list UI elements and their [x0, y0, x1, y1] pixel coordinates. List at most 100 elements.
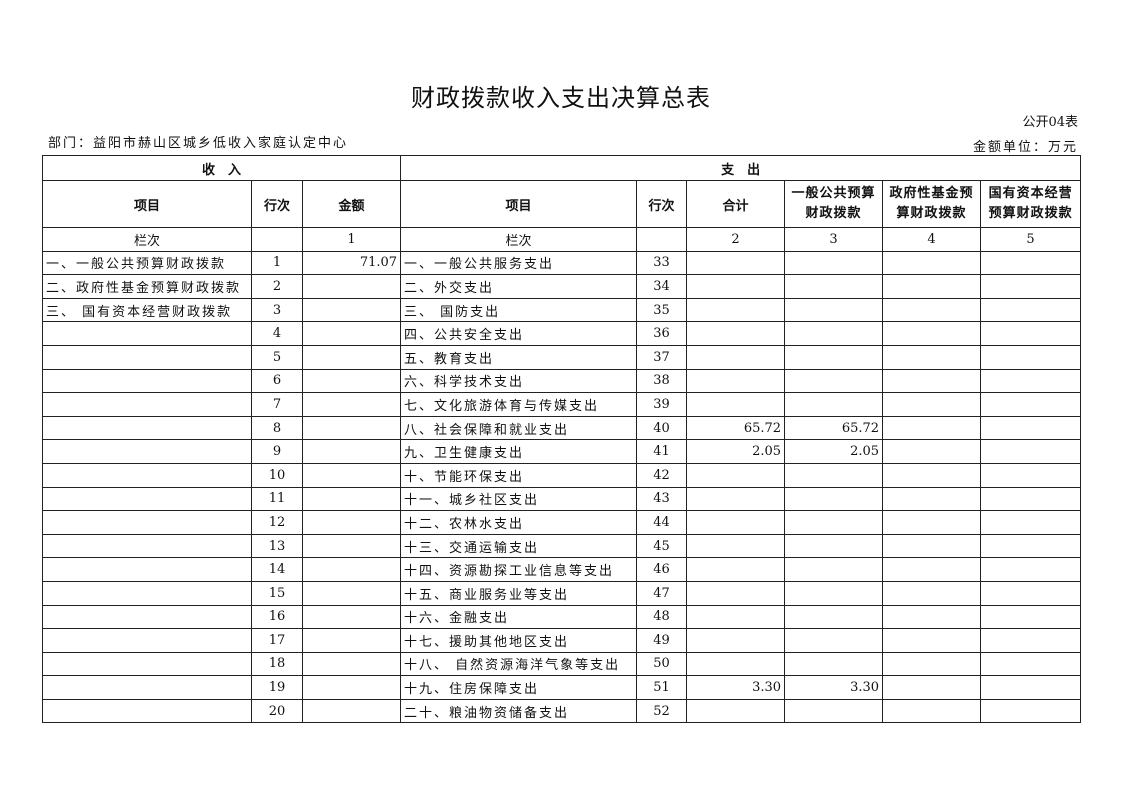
- income-line-cell: 12: [251, 510, 303, 535]
- table-row: 15 十五、商业服务业等支出 47: [42, 580, 1082, 606]
- expense-line-cell: 49: [636, 628, 688, 653]
- expense-line-header: 行次: [636, 180, 688, 228]
- gov-fund-amount-cell: [882, 486, 982, 512]
- page-title: 财政拨款收入支出决算总表: [411, 84, 711, 112]
- table-row: 6 六、科学技术支出 38: [42, 368, 1082, 394]
- income-amount-cell: [301, 439, 402, 464]
- income-line-cell: 20: [251, 698, 303, 724]
- general-budget-amount-cell: [784, 368, 884, 394]
- total-amount-cell: [686, 344, 786, 370]
- gov-fund-amount-cell: [882, 698, 982, 724]
- income-item-cell: 一、一般公共预算财政拨款: [42, 250, 252, 276]
- state-capital-amount-cell: [980, 297, 1082, 323]
- expense-line-cell: 50: [636, 651, 688, 677]
- income-amount-header: 金额: [301, 180, 402, 228]
- expense-line-cell: 35: [636, 297, 688, 323]
- income-item-cell: 二、政府性基金预算财政拨款: [42, 274, 252, 299]
- general-budget-amount-cell: [784, 651, 884, 677]
- general-budget-amount-cell: [784, 604, 884, 630]
- expense-line-cell: 51: [636, 675, 688, 700]
- unit-label: 金额单位：万元: [972, 140, 1078, 155]
- total-amount-cell: [686, 321, 786, 346]
- table-row: 12 十二、农林水支出 44: [42, 510, 1082, 535]
- income-amount-cell: [301, 698, 402, 724]
- income-amount-cell: [301, 510, 402, 535]
- income-item-cell: [42, 628, 252, 653]
- income-amount-cell: [301, 297, 402, 323]
- state-capital-amount-cell: [980, 604, 1082, 630]
- table-row: 13 十三、交通运输支出 45: [42, 533, 1082, 559]
- income-line-cell: 13: [251, 533, 303, 559]
- income-item-cell: [42, 486, 252, 512]
- expense-item-cell: 五、教育支出: [400, 344, 638, 370]
- state-capital-amount-cell: [980, 557, 1082, 582]
- expense-header: 支 出: [400, 155, 1082, 181]
- gov-fund-amount-cell: [882, 628, 982, 653]
- budget-table: 收 入 支 出 项目 行次 金额 项目 行次 合计 一般公共预算财政拨款 政府性…: [41, 155, 1082, 724]
- income-line-cell: 14: [251, 557, 303, 582]
- general-budget-amount-cell: [784, 533, 884, 559]
- expense-line-cell: 43: [636, 486, 688, 512]
- state-capital-amount-cell: [980, 250, 1082, 276]
- expense-item-cell: 十一、城乡社区支出: [400, 486, 638, 512]
- state-capital-amount-cell: [980, 675, 1082, 700]
- expense-item-cell: 二十、粮油物资储备支出: [400, 698, 638, 724]
- table-row: 8 八、社会保障和就业支出 40 65.72 65.72: [42, 415, 1082, 441]
- income-item-cell: [42, 510, 252, 535]
- column-number: 5: [980, 227, 1082, 252]
- income-line-cell: 1: [251, 250, 303, 276]
- income-item-cell: [42, 557, 252, 582]
- expense-item-cell: 十八、 自然资源海洋气象等支出: [400, 651, 638, 677]
- total-amount-cell: [686, 628, 786, 653]
- income-line-cell: 15: [251, 580, 303, 606]
- table-row: 9 九、卫生健康支出 41 2.05 2.05: [42, 439, 1082, 464]
- general-budget-header: 一般公共预算财政拨款: [784, 180, 884, 228]
- expense-item-cell: 九、卫生健康支出: [400, 439, 638, 464]
- expense-item-cell: 十九、住房保障支出: [400, 675, 638, 700]
- income-amount-cell: [301, 580, 402, 606]
- expense-line-cell: 48: [636, 604, 688, 630]
- income-line-cell: 17: [251, 628, 303, 653]
- state-capital-amount-cell: [980, 368, 1082, 394]
- income-line-cell: 10: [251, 462, 303, 488]
- expense-item-cell: 十七、援助其他地区支出: [400, 628, 638, 653]
- expense-line-cell: 47: [636, 580, 688, 606]
- income-line-cell: 3: [251, 297, 303, 323]
- income-item-cell: [42, 698, 252, 724]
- empty-cell: [251, 227, 303, 252]
- table-row: 7 七、文化旅游体育与传媒支出 39: [42, 392, 1082, 417]
- gov-fund-amount-cell: [882, 580, 982, 606]
- expense-line-cell: 38: [636, 368, 688, 394]
- income-item-cell: [42, 368, 252, 394]
- income-line-cell: 16: [251, 604, 303, 630]
- state-capital-amount-cell: [980, 462, 1082, 488]
- gov-fund-amount-cell: [882, 297, 982, 323]
- income-line-cell: 9: [251, 439, 303, 464]
- total-amount-cell: [686, 651, 786, 677]
- income-header: 收 入: [41, 155, 402, 181]
- general-budget-amount-cell: [784, 628, 884, 653]
- general-budget-amount-cell: [784, 250, 884, 276]
- expense-line-cell: 52: [636, 698, 688, 724]
- gov-fund-amount-cell: [882, 510, 982, 535]
- table-row: 4 四、公共安全支出 36: [42, 321, 1082, 346]
- income-line-cell: 5: [251, 344, 303, 370]
- general-budget-amount-cell: [784, 510, 884, 535]
- state-capital-amount-cell: [980, 392, 1082, 417]
- state-capital-amount-cell: [980, 533, 1082, 559]
- expense-item-cell: 四、公共安全支出: [400, 321, 638, 346]
- general-budget-amount-cell: [784, 321, 884, 346]
- total-amount-cell: [686, 510, 786, 535]
- general-budget-amount-cell: [784, 462, 884, 488]
- total-amount-cell: 3.30: [686, 675, 786, 700]
- total-amount-cell: [686, 580, 786, 606]
- income-amount-cell: [301, 675, 402, 700]
- form-number: 公开04表: [1022, 115, 1078, 130]
- gov-fund-amount-cell: [882, 415, 982, 441]
- total-amount-cell: [686, 486, 786, 512]
- gov-fund-header: 政府性基金预算财政拨款: [882, 180, 982, 228]
- income-line-cell: 18: [251, 651, 303, 677]
- expense-item-cell: 十、节能环保支出: [400, 462, 638, 488]
- general-budget-amount-cell: 3.30: [784, 675, 884, 700]
